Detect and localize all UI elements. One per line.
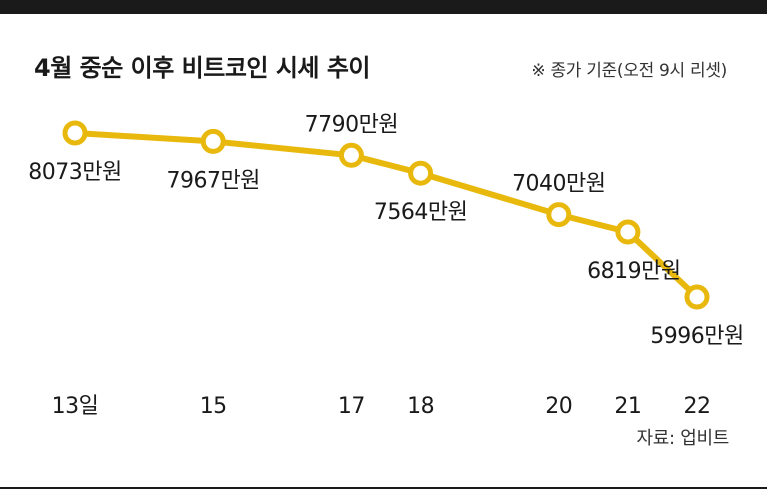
data-point	[200, 128, 226, 154]
x-tick-label: 13일	[52, 394, 99, 419]
source-label: 자료: 업비트	[636, 428, 730, 449]
data-label: 7967만원	[166, 168, 259, 193]
data-label: 6819만원	[587, 259, 680, 284]
data-point	[62, 120, 88, 146]
data-label: 5996만원	[650, 324, 743, 349]
data-point	[684, 284, 710, 310]
data-label: 7790만원	[305, 112, 398, 137]
x-tick-label: 21	[614, 394, 641, 419]
data-label: 7564만원	[374, 200, 467, 225]
chart-note: ※ 종가 기준(오전 9시 리셋)	[531, 61, 727, 81]
data-point	[408, 160, 434, 186]
x-tick-label: 15	[200, 394, 227, 419]
data-point	[615, 219, 641, 245]
data-label: 8073만원	[28, 160, 121, 185]
data-point	[338, 142, 364, 168]
x-tick-label: 18	[407, 394, 434, 419]
plot-area: 8073만원 13일 7967만원 15 7790만원 17 7564만원 18 7040만원 2…	[28, 112, 744, 419]
x-tick-label: 20	[545, 394, 572, 419]
chart-title: 4월 중순 이후 비트코인 시세 추이	[34, 54, 371, 82]
data-label: 7040만원	[512, 172, 605, 197]
top-bar	[0, 0, 767, 14]
bottom-rule	[0, 487, 767, 489]
data-point	[546, 202, 572, 228]
x-tick-label: 22	[684, 394, 711, 419]
x-tick-label: 17	[338, 394, 365, 419]
